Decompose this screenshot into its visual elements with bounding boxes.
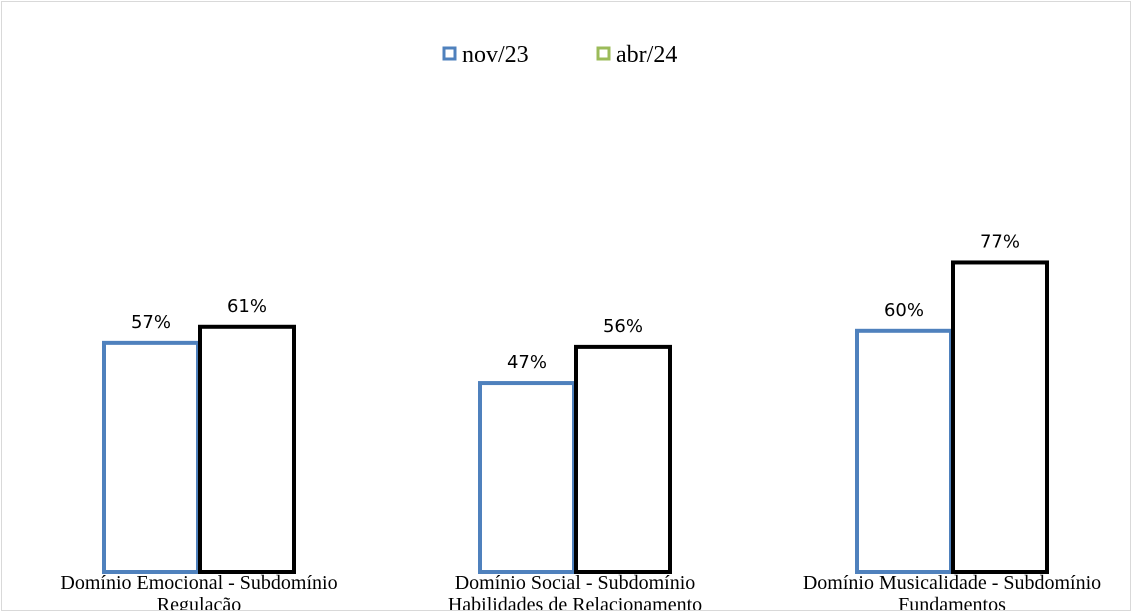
bar-series1-cat0 <box>198 324 296 574</box>
category-label-1-line-1: Habilidades de Relacionamento <box>448 594 702 610</box>
bar-series0-cat0 <box>102 340 200 574</box>
category-label-2-line-0: Domínio Musicalidade - Subdomínio <box>803 572 1101 594</box>
data-label-series0-cat2: 60% <box>884 300 924 321</box>
data-label-series0-cat1: 47% <box>507 352 547 373</box>
data-label-series1-cat1: 56% <box>603 316 643 337</box>
data-label-series1-cat0: 61% <box>227 296 267 317</box>
bar-series1-cat2 <box>951 260 1049 574</box>
legend-label-0: nov/23 <box>462 42 529 68</box>
category-label-0-line-0: Domínio Emocional - Subdomínio <box>60 572 337 594</box>
category-label-0-line-1: Regulação <box>157 594 241 610</box>
bar-series1-cat1 <box>574 344 672 574</box>
bar-series0-cat2 <box>855 328 953 574</box>
category-label-2-line-1: Fundamentos <box>898 594 1006 610</box>
legend-label-1: abr/24 <box>616 42 677 68</box>
legend-swatch-0 <box>442 46 457 61</box>
bar-series0-cat1 <box>478 381 576 574</box>
legend-swatch-1 <box>596 46 611 61</box>
data-label-series1-cat2: 77% <box>980 231 1020 252</box>
data-labels-group: 57% 47% 60% 61% 56% 77% <box>131 231 1020 373</box>
bars-group <box>102 260 1049 574</box>
data-label-series0-cat0: 57% <box>131 312 171 333</box>
category-label-1-line-0: Domínio Social - Subdomínio <box>455 572 696 594</box>
legend: nov/23 abr/24 <box>442 42 677 68</box>
